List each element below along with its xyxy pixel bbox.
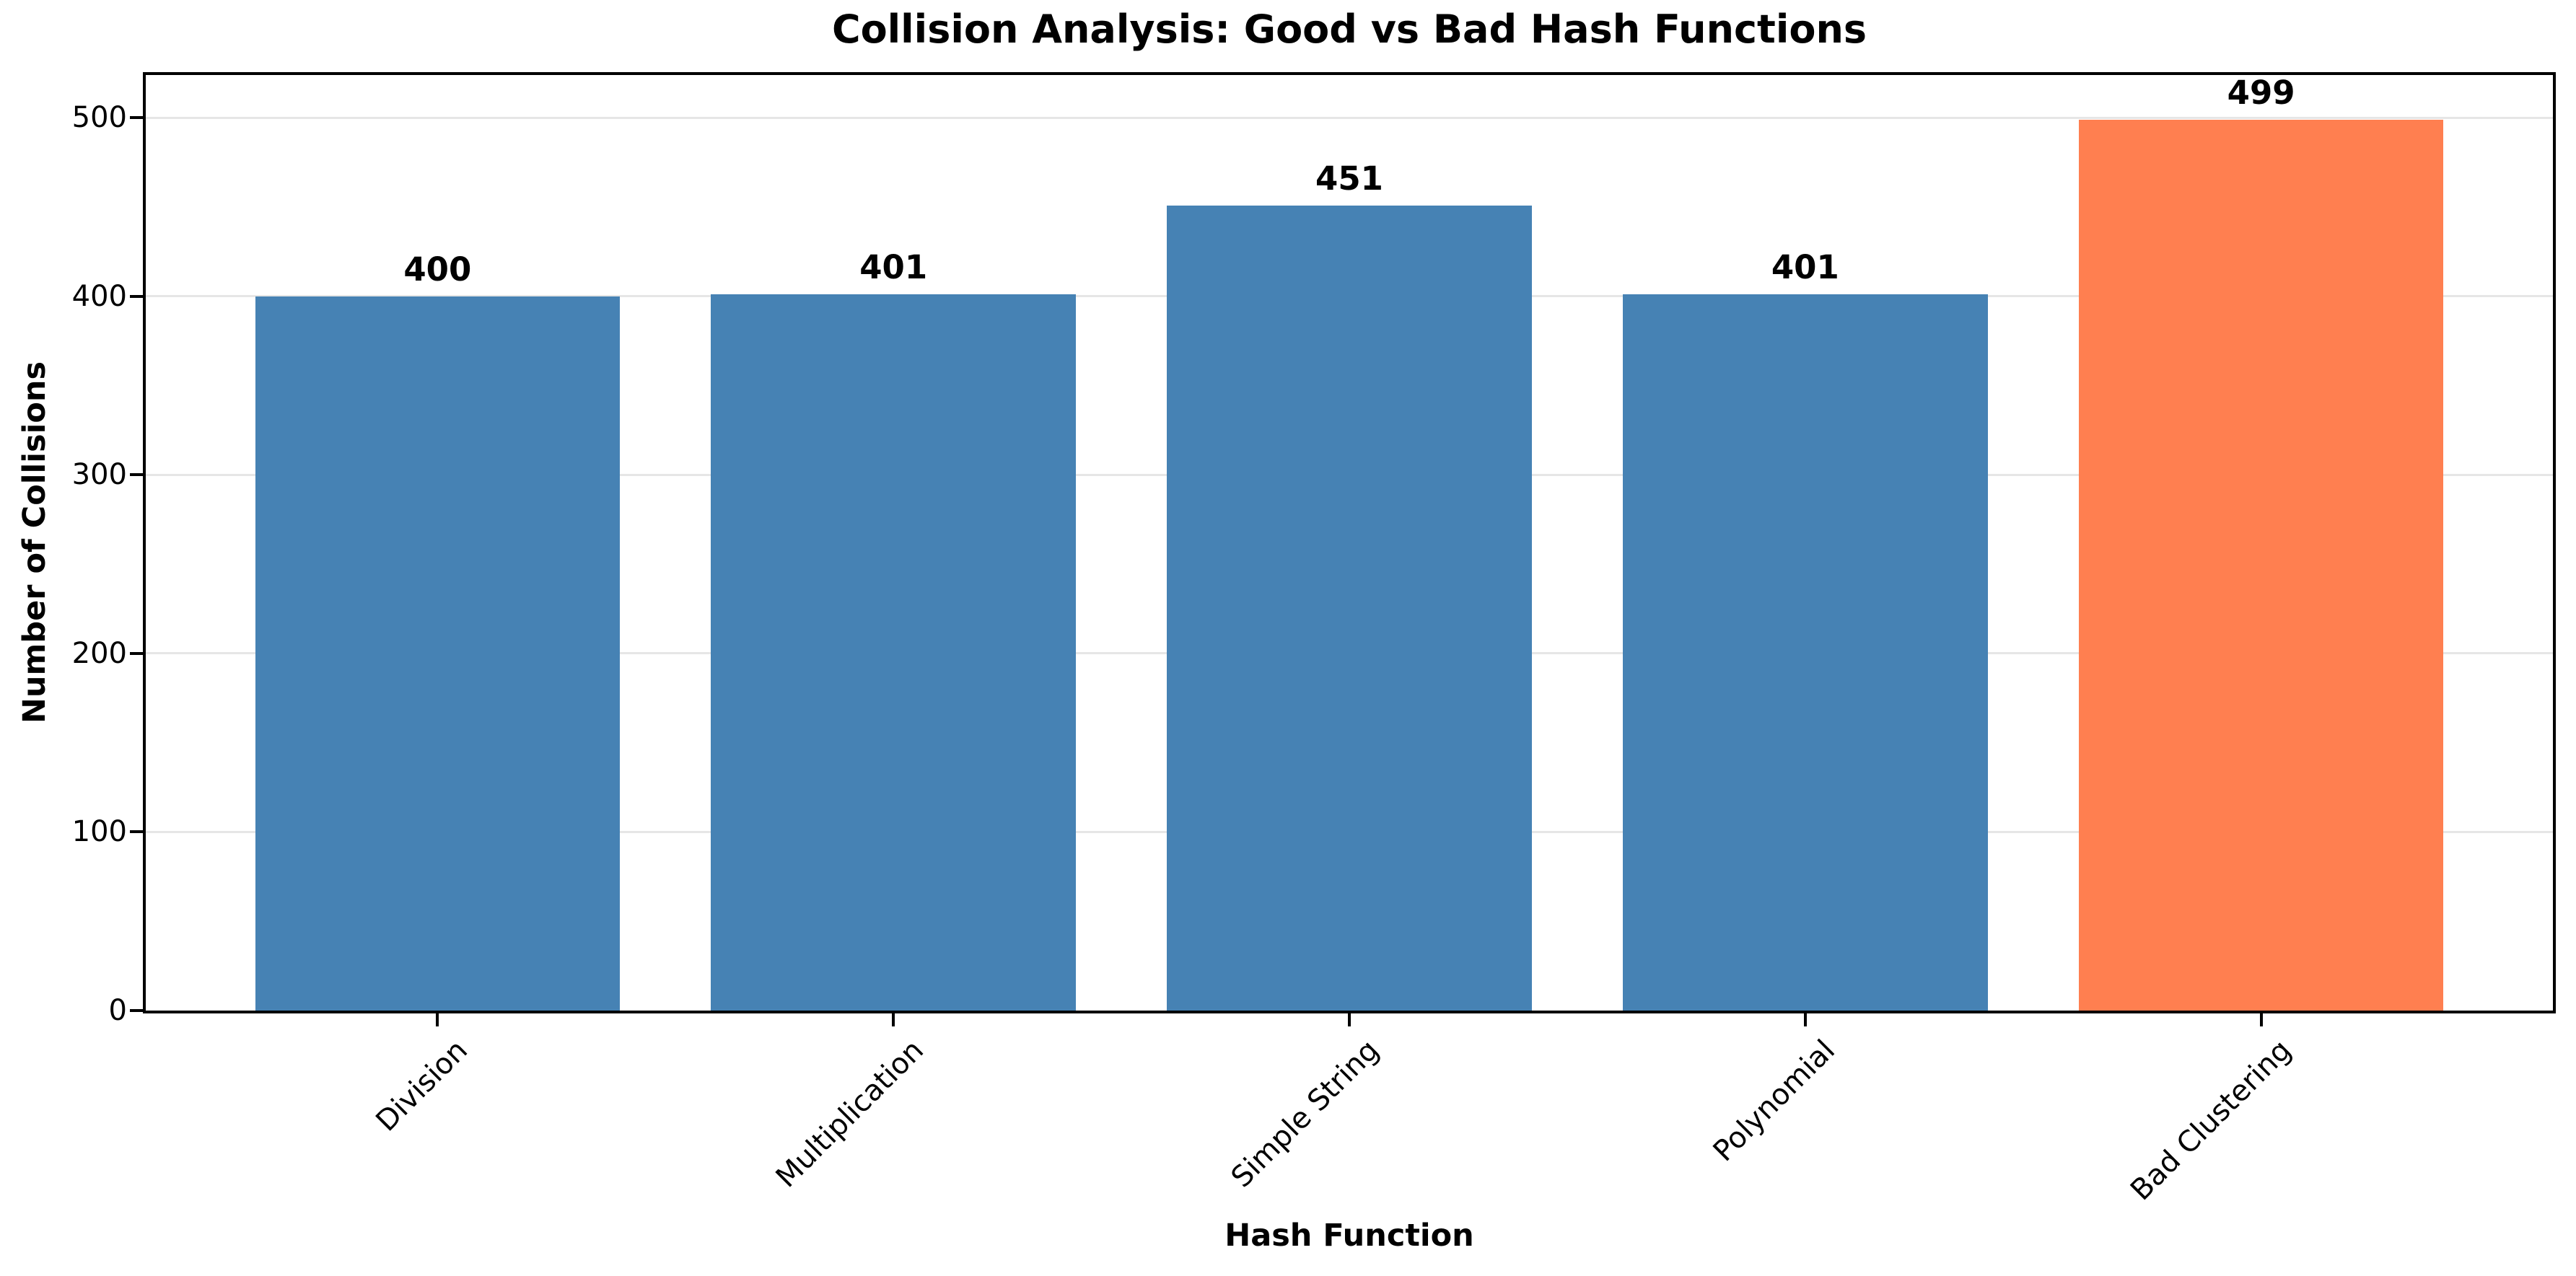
y-tick-label-200: 200 bbox=[71, 636, 127, 670]
x-tick-mark-polynomial bbox=[1803, 1013, 1807, 1026]
bar-value-label-division: 400 bbox=[403, 250, 472, 289]
x-tick-mark-division bbox=[436, 1013, 439, 1026]
x-axis-title: Hash Function bbox=[1225, 1218, 1474, 1254]
y-tick-label-500: 500 bbox=[71, 101, 127, 135]
y-tick-label-100: 100 bbox=[71, 815, 127, 849]
y-tick-mark-200 bbox=[130, 651, 143, 655]
bar-polynomial bbox=[1623, 294, 1988, 1011]
bar-division bbox=[255, 296, 621, 1011]
y-tick-label-0: 0 bbox=[108, 994, 127, 1027]
x-tick-label-simple-string: Simple String bbox=[1225, 1034, 1386, 1194]
plot-area: 400 401 451 401 499 bbox=[143, 72, 2556, 1013]
bar-bad-clustering bbox=[2078, 119, 2444, 1011]
x-tick-label-bad-clustering: Bad Clustering bbox=[2124, 1034, 2298, 1207]
bar-value-label-polynomial: 401 bbox=[1771, 248, 1839, 287]
bar-value-label-bad-clustering: 499 bbox=[2227, 73, 2295, 112]
x-tick-label-polynomial: Polynomial bbox=[1707, 1034, 1842, 1169]
y-tick-label-300: 300 bbox=[71, 458, 127, 492]
y-tick-mark-400 bbox=[130, 294, 143, 298]
y-tick-mark-300 bbox=[130, 473, 143, 477]
gridline-y-500 bbox=[146, 116, 2553, 119]
y-tick-mark-100 bbox=[130, 830, 143, 834]
bar-value-label-multiplication: 401 bbox=[859, 248, 928, 287]
x-tick-mark-bad-clustering bbox=[2259, 1013, 2263, 1026]
bar-multiplication bbox=[711, 294, 1076, 1011]
y-tick-mark-0 bbox=[130, 1009, 143, 1012]
y-tick-label-400: 400 bbox=[71, 279, 127, 313]
bar-value-label-simple-string: 451 bbox=[1315, 159, 1383, 198]
x-tick-label-multiplication: Multiplication bbox=[769, 1034, 930, 1194]
x-tick-mark-simple-string bbox=[1348, 1013, 1351, 1026]
bar-simple-string bbox=[1167, 205, 1532, 1011]
y-tick-mark-500 bbox=[130, 116, 143, 120]
x-tick-label-division: Division bbox=[369, 1034, 474, 1138]
chart-title: Collision Analysis: Good vs Bad Hash Fun… bbox=[831, 6, 1867, 52]
x-tick-mark-multiplication bbox=[892, 1013, 895, 1026]
